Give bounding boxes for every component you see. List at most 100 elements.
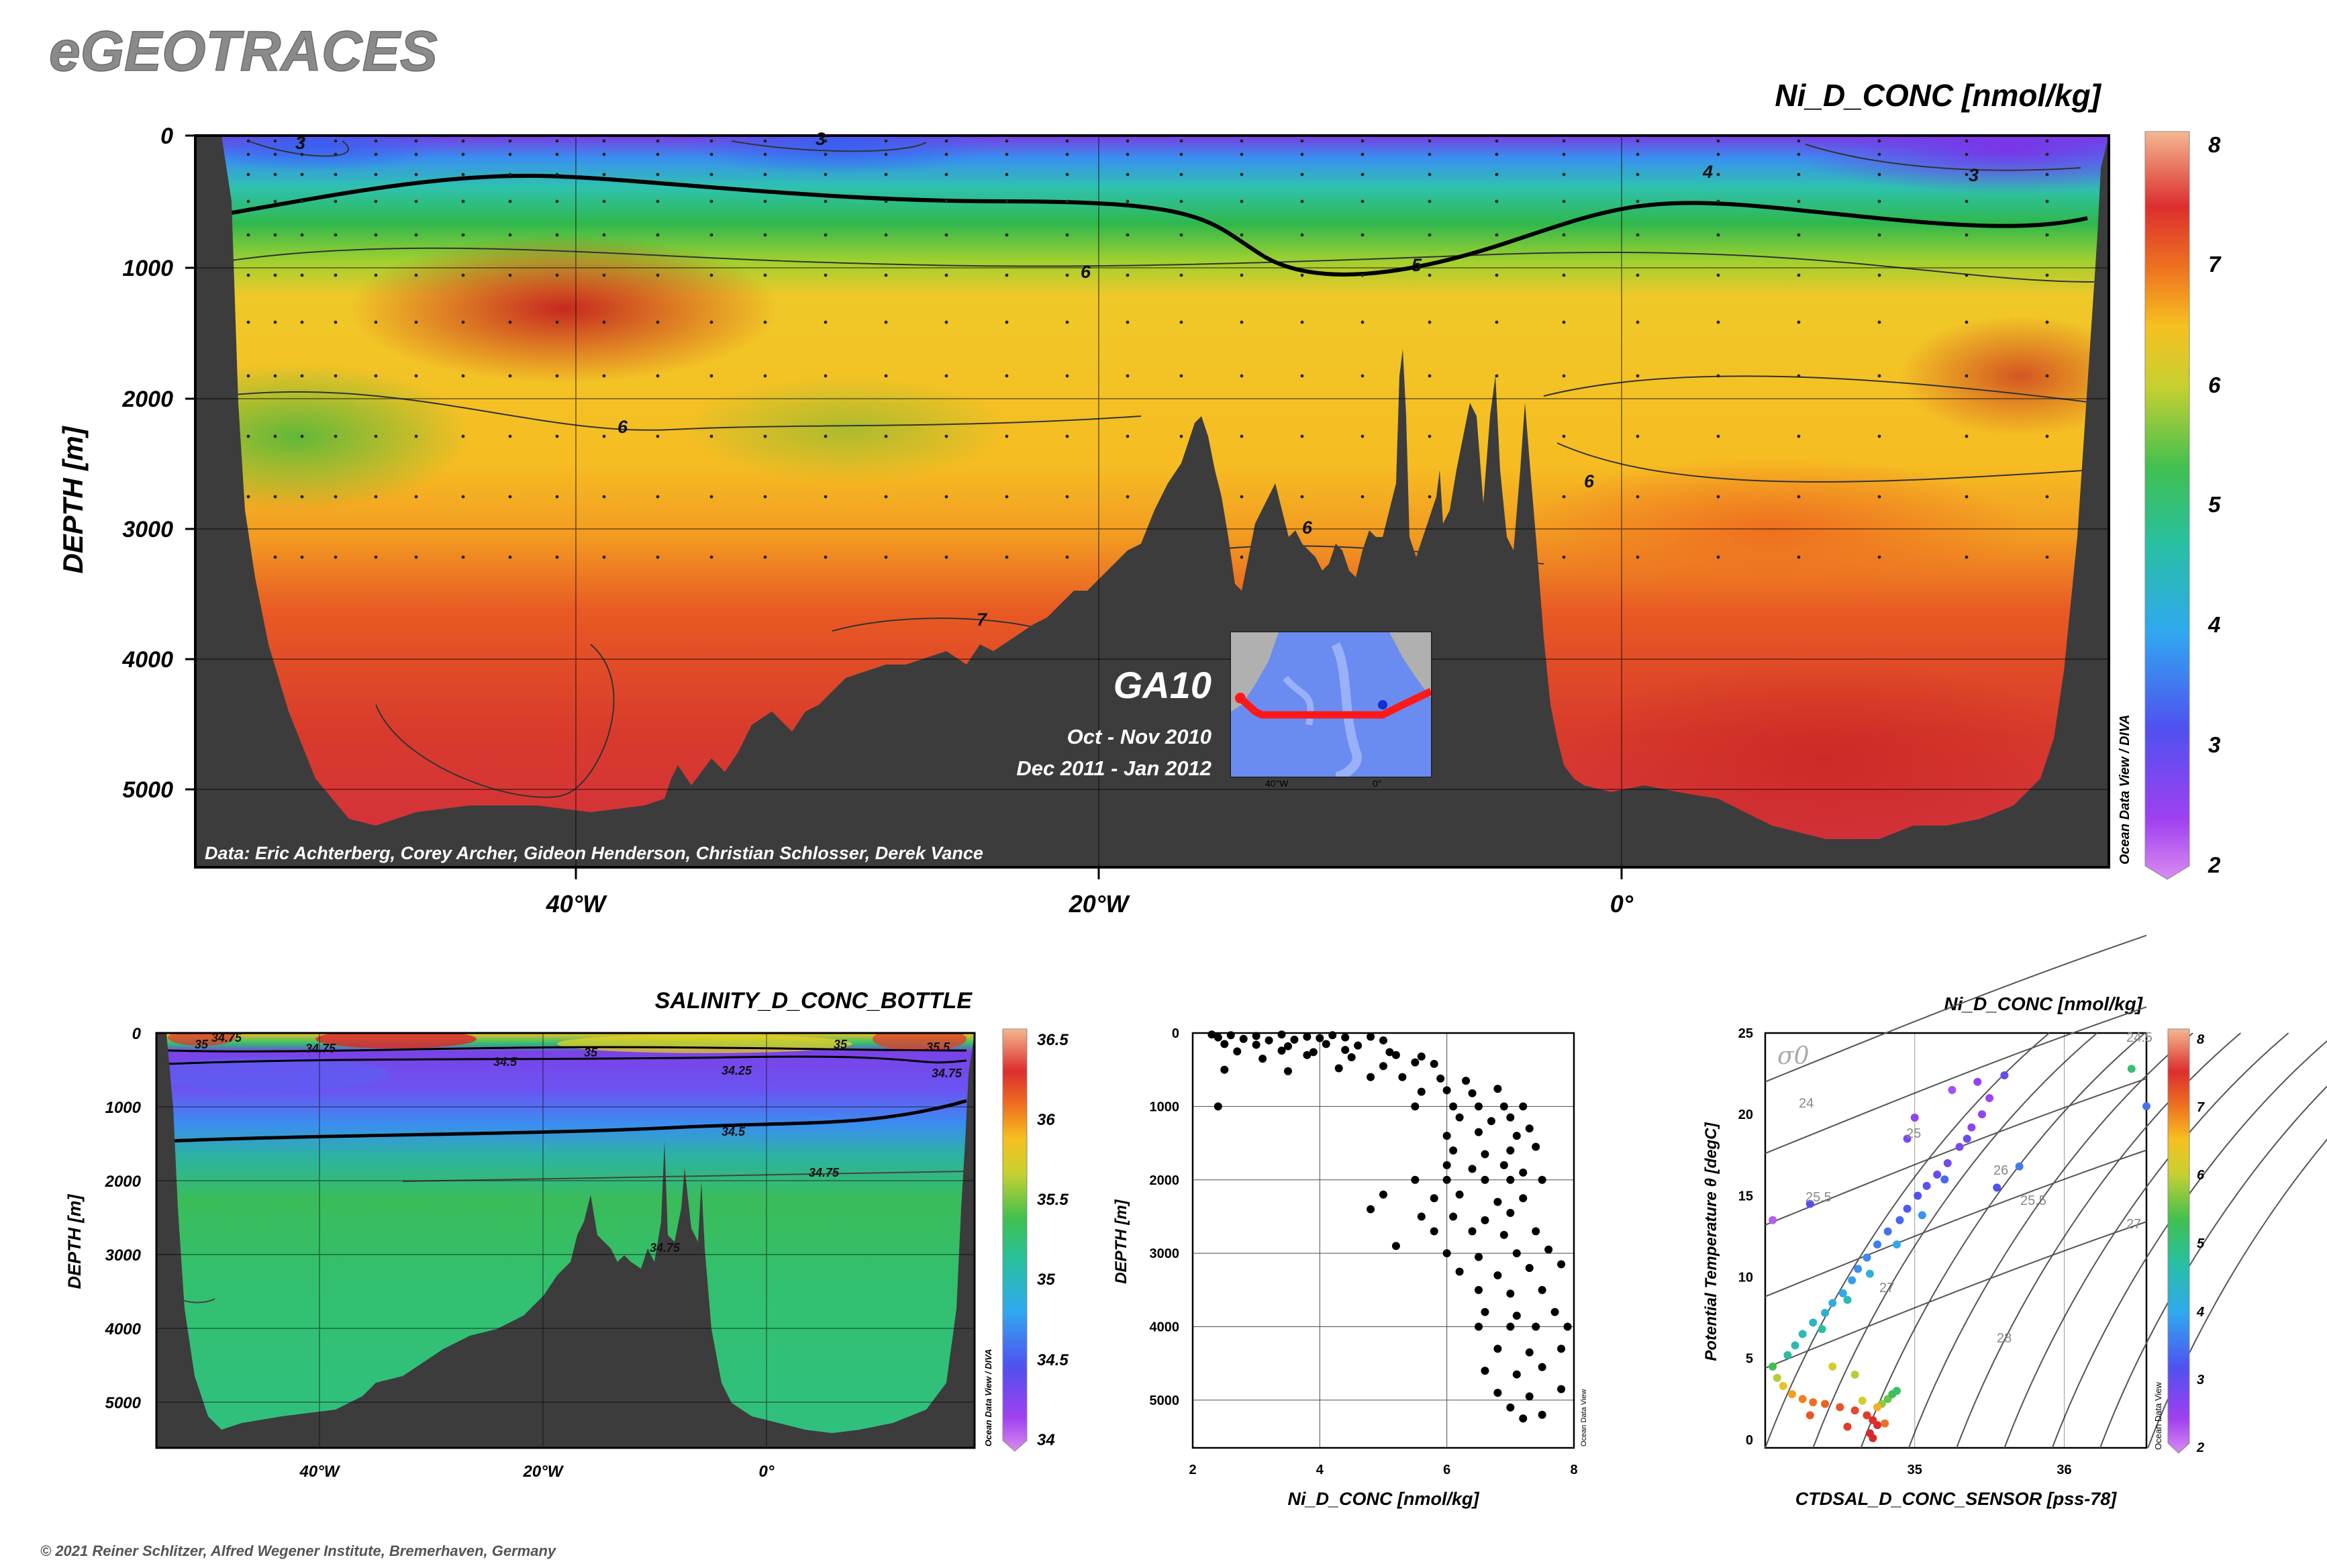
sample-dot	[1360, 495, 1365, 499]
main-section-field	[195, 136, 2109, 867]
sample-dot	[656, 139, 660, 143]
sample-dot	[334, 555, 338, 559]
profile-data-point	[1475, 1102, 1483, 1111]
sample-dot	[656, 173, 660, 177]
sample-dot	[1877, 495, 1881, 499]
sample-dot	[1428, 273, 1432, 277]
sample-dot	[884, 199, 888, 203]
salinity-colorbar-tick: 35	[1037, 1271, 1055, 1289]
cruise-track-inset-map: 40°W 0°	[1230, 631, 1432, 789]
main-depth-tick-label: 1000	[122, 256, 173, 281]
profile-data-point	[1303, 1032, 1311, 1041]
sample-dot	[1360, 273, 1365, 277]
ts-data-point	[1963, 1134, 1971, 1143]
profile-data-point	[1214, 1033, 1222, 1042]
sample-dot	[273, 374, 277, 378]
sample-dot	[414, 320, 418, 324]
profile-data-point	[1442, 1249, 1451, 1258]
sample-dot	[273, 434, 277, 438]
ts-data-point	[1773, 1373, 1781, 1382]
ts-colorbar-tick: 4	[2196, 1305, 2204, 1320]
sample-dot	[884, 173, 888, 177]
isopycnal-line	[2003, 1032, 2289, 1449]
profile-data-point	[1481, 1216, 1489, 1224]
sample-dot	[1065, 173, 1069, 177]
sample-dot	[555, 495, 559, 499]
sample-dot	[1562, 199, 1566, 203]
profile-data-point	[1442, 1175, 1451, 1184]
sample-dot	[602, 495, 606, 499]
sample-dot	[1877, 555, 1881, 559]
sample-dot	[656, 495, 660, 499]
sample-dot	[374, 199, 378, 203]
sample-dot	[2045, 199, 2049, 203]
sample-dot	[1240, 434, 1244, 438]
sample-dot	[508, 139, 512, 143]
sample-dot	[602, 152, 606, 156]
sample-dot	[246, 320, 250, 324]
sample-dot	[1716, 320, 1720, 324]
sample-dot	[1797, 199, 1801, 203]
profile-data-point	[1430, 1227, 1438, 1236]
profile-data-point	[1519, 1102, 1528, 1111]
profile-data-point	[1499, 1230, 1508, 1239]
profile-data-point	[1328, 1031, 1337, 1040]
sample-dot	[508, 434, 512, 438]
sample-dot	[555, 152, 559, 156]
ts-data-point	[1914, 1191, 1922, 1200]
sample-dot	[763, 320, 767, 324]
ts-data-point	[2127, 1065, 2136, 1073]
inset-lon-label: 40°W	[1265, 778, 1289, 789]
sample-dot	[2045, 152, 2049, 156]
sample-dot	[461, 173, 465, 177]
sample-dot	[1877, 374, 1881, 378]
sample-dot	[508, 173, 512, 177]
profile-data-point	[1512, 1370, 1521, 1379]
sample-dot	[555, 233, 559, 237]
sample-dot	[824, 374, 828, 378]
ts-data-point	[1967, 1123, 1976, 1132]
sample-dot	[709, 233, 713, 237]
sample-dot	[1240, 320, 1244, 324]
sample-dot	[1562, 173, 1566, 177]
sample-dot	[1636, 495, 1640, 499]
profile-data-point	[1544, 1245, 1553, 1254]
isopycnal-label: 25	[1906, 1126, 1921, 1141]
sample-dot	[1428, 173, 1432, 177]
copyright-notice: © 2021 Reiner Schlitzer, Alfred Wegener …	[40, 1542, 557, 1559]
sample-dot	[709, 199, 713, 203]
profile-data-point	[1334, 1064, 1343, 1073]
sample-dot	[1360, 199, 1365, 203]
sample-dot	[508, 233, 512, 237]
sample-dot	[656, 233, 660, 237]
profile-data-point	[1341, 1046, 1350, 1055]
sample-dot	[414, 555, 418, 559]
sample-dot	[1797, 139, 1801, 143]
sample-dot	[602, 273, 606, 277]
sample-dot	[1877, 320, 1881, 324]
profile-data-point	[1481, 1150, 1489, 1159]
sample-dot	[508, 320, 512, 324]
main-depth-tick-label: 5000	[122, 777, 173, 803]
ts-data-point	[1933, 1170, 1942, 1179]
sample-dot	[1179, 374, 1183, 378]
salinity-contour-label: 34.75	[932, 1067, 962, 1080]
sample-dot	[300, 374, 304, 378]
sample-dot	[246, 233, 250, 237]
sample-dot	[656, 320, 660, 324]
sample-dot	[1965, 173, 1969, 177]
profile-data-point	[1506, 1146, 1515, 1155]
sample-dot	[1797, 555, 1801, 559]
sample-dot	[273, 495, 277, 499]
ts-data-point	[1828, 1362, 1837, 1371]
sample-dot	[884, 320, 888, 324]
sample-dot	[334, 273, 338, 277]
profile-data-point	[1449, 1102, 1458, 1111]
sample-dot	[1360, 374, 1365, 378]
ts-data-point	[1791, 1341, 1799, 1350]
main-lon-tick-label: 40°W	[546, 890, 607, 918]
sample-dot	[1126, 152, 1130, 156]
sample-dot	[1797, 374, 1801, 378]
sample-dot	[300, 173, 304, 177]
profile-data-point	[1265, 1036, 1273, 1044]
